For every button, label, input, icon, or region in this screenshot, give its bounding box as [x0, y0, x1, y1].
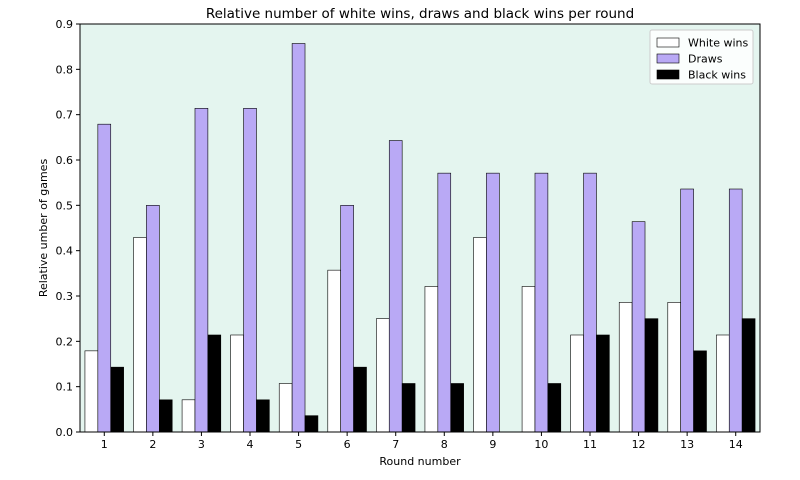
bar-draws-round-8: [437, 172, 452, 433]
bar-white-wins-round-6: [327, 269, 341, 433]
bar-white-wins-round-13: [667, 302, 681, 433]
legend-swatch-white-wins: [656, 37, 680, 48]
y-tick-label: 0.8: [56, 63, 74, 76]
bar-black-wins-round-5: [304, 415, 319, 433]
bar-draws-round-1: [97, 123, 112, 433]
y-tick-label: 0.1: [56, 381, 74, 394]
bar-draws-round-12: [631, 221, 646, 433]
y-tick-label: 0.7: [56, 109, 74, 122]
y-tick-label: 0.5: [56, 199, 74, 212]
x-tick-label: 5: [295, 438, 302, 451]
y-tick-label: 0.9: [56, 18, 74, 31]
x-tick-label: 1: [101, 438, 108, 451]
bar-white-wins-round-2: [133, 237, 147, 433]
bar-white-wins-round-10: [521, 286, 536, 433]
bar-black-wins-round-10: [547, 383, 562, 433]
bar-draws-round-3: [194, 108, 209, 433]
bar-draws-round-11: [583, 172, 597, 433]
bar-black-wins-round-14: [741, 318, 756, 433]
x-tick-label: 11: [583, 438, 597, 451]
x-tick-label: 3: [198, 438, 205, 451]
bar-white-wins-round-14: [716, 334, 730, 433]
y-tick-label: 0.3: [56, 290, 74, 303]
legend-swatch-black-wins: [656, 69, 680, 80]
bars-group: [84, 43, 756, 433]
bar-white-wins-round-9: [473, 237, 487, 433]
bar-white-wins-round-11: [570, 334, 584, 433]
y-axis-label: Relative umber of games: [37, 159, 50, 298]
x-tick-label: 4: [247, 438, 254, 451]
bar-black-wins-round-11: [596, 334, 610, 433]
bar-white-wins-round-5: [278, 383, 293, 433]
bar-draws-round-7: [388, 140, 403, 433]
legend-label-white-wins: White wins: [688, 37, 749, 50]
x-tick-label: 2: [149, 438, 156, 451]
bar-black-wins-round-1: [110, 366, 124, 433]
chart-title: Relative number of white wins, draws and…: [206, 6, 634, 22]
x-tick-label: 7: [392, 438, 399, 451]
bar-draws-round-4: [243, 108, 257, 433]
bar-draws-round-10: [534, 172, 549, 433]
x-tick-label: 13: [680, 438, 694, 451]
y-axis: 0.0 0.1 0.2 0.3 0.4 0.5 0.6 0.7 0.8 0.9: [56, 18, 80, 439]
x-axis: 1 2 3 4 5 6 7 8 9 10 11 12 13 14: [101, 432, 743, 451]
plot-frame: [79, 23, 761, 433]
bar-black-wins-round-4: [256, 399, 270, 433]
bar-draws-round-9: [486, 172, 500, 433]
bar-black-wins-round-8: [450, 383, 464, 433]
x-axis-label: Round number: [379, 455, 461, 468]
legend-label-draws: Draws: [688, 53, 723, 66]
bar-black-wins-round-3: [207, 334, 222, 433]
x-tick-label: 9: [489, 438, 496, 451]
bar-white-wins-round-12: [618, 302, 633, 433]
x-tick-label: 14: [729, 438, 743, 451]
x-tick-label: 8: [441, 438, 448, 451]
bar-draws-round-6: [340, 205, 354, 433]
bar-white-wins-round-7: [376, 318, 390, 433]
bar-black-wins-round-7: [401, 383, 416, 433]
legend-label-black-wins: Black wins: [688, 69, 746, 82]
bar-black-wins-round-2: [159, 399, 173, 433]
x-tick-label: 12: [632, 438, 646, 451]
bar-white-wins-round-1: [84, 350, 99, 433]
x-tick-label: 10: [534, 438, 548, 451]
legend: White wins Draws Black wins: [649, 29, 754, 85]
bar-draws-round-2: [146, 205, 160, 433]
bar-white-wins-round-3: [181, 399, 196, 433]
bar-draws-round-14: [728, 188, 743, 433]
y-tick-label: 0.2: [56, 335, 74, 348]
legend-swatch-draws: [656, 53, 680, 64]
bar-white-wins-round-4: [230, 334, 244, 433]
x-tick-label: 6: [344, 438, 351, 451]
bar-black-wins-round-12: [644, 318, 659, 433]
y-tick-label: 0.6: [56, 154, 74, 167]
bar-white-wins-round-8: [424, 286, 439, 433]
y-tick-label: 0.0: [56, 426, 74, 439]
bar-draws-round-5: [291, 43, 306, 433]
y-tick-label: 0.4: [56, 245, 74, 258]
bar-black-wins-round-6: [353, 366, 367, 433]
bar-draws-round-13: [680, 188, 694, 433]
bar-black-wins-round-13: [693, 350, 707, 433]
